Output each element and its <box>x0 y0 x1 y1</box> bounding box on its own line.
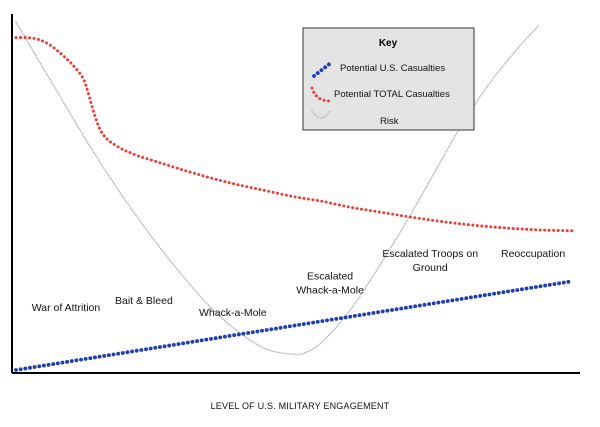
legend-box <box>302 27 475 131</box>
legend-label-risk: Risk <box>380 116 399 127</box>
axes <box>11 14 580 374</box>
stage-label-whack-a-mole: Whack-a-Mole <box>199 307 267 319</box>
legend-swatch-line-risk <box>311 110 331 119</box>
legend-swatch-risk <box>311 110 331 119</box>
series-line-potential-u-s-casualties <box>14 279 574 372</box>
series-line-risk <box>15 21 540 356</box>
legend: Key Potential U.S. Casualties Potential … <box>302 27 475 131</box>
stage-labels: War of Attrition Bait & Bleed Whack-a-Mole… <box>32 248 566 319</box>
x-axis-label: LEVEL OF U.S. MILITARY ENGAGEMENT <box>211 401 390 411</box>
legend-label-us-casualties: Potential U.S. Casualties <box>340 63 445 74</box>
stage-label-war-of-attrition: War of Attrition <box>32 302 101 314</box>
legend-swatch-line-potential-total-casualties <box>310 86 332 103</box>
legend-swatch-us-casualties <box>312 60 334 78</box>
legend-title: Key <box>379 38 398 49</box>
stage-label-bait-bleed: Bait & Bleed <box>115 295 173 307</box>
series-line-potential-total-casualties <box>14 36 574 233</box>
legend-label-total-casualties: Potential TOTAL Casualties <box>334 89 450 100</box>
stage-label-escalated-whack-a-mole: Escalated Whack-a-Mole <box>296 271 364 297</box>
legend-swatch-total-casualties <box>310 86 332 103</box>
series-layer <box>14 21 574 372</box>
stage-label-reoccupation: Reoccupation <box>501 248 565 260</box>
legend-swatch-line-potential-u-s-casualties <box>312 60 334 78</box>
stage-label-escalated-troops-on-ground: Escalated Troops on Ground <box>382 248 478 274</box>
